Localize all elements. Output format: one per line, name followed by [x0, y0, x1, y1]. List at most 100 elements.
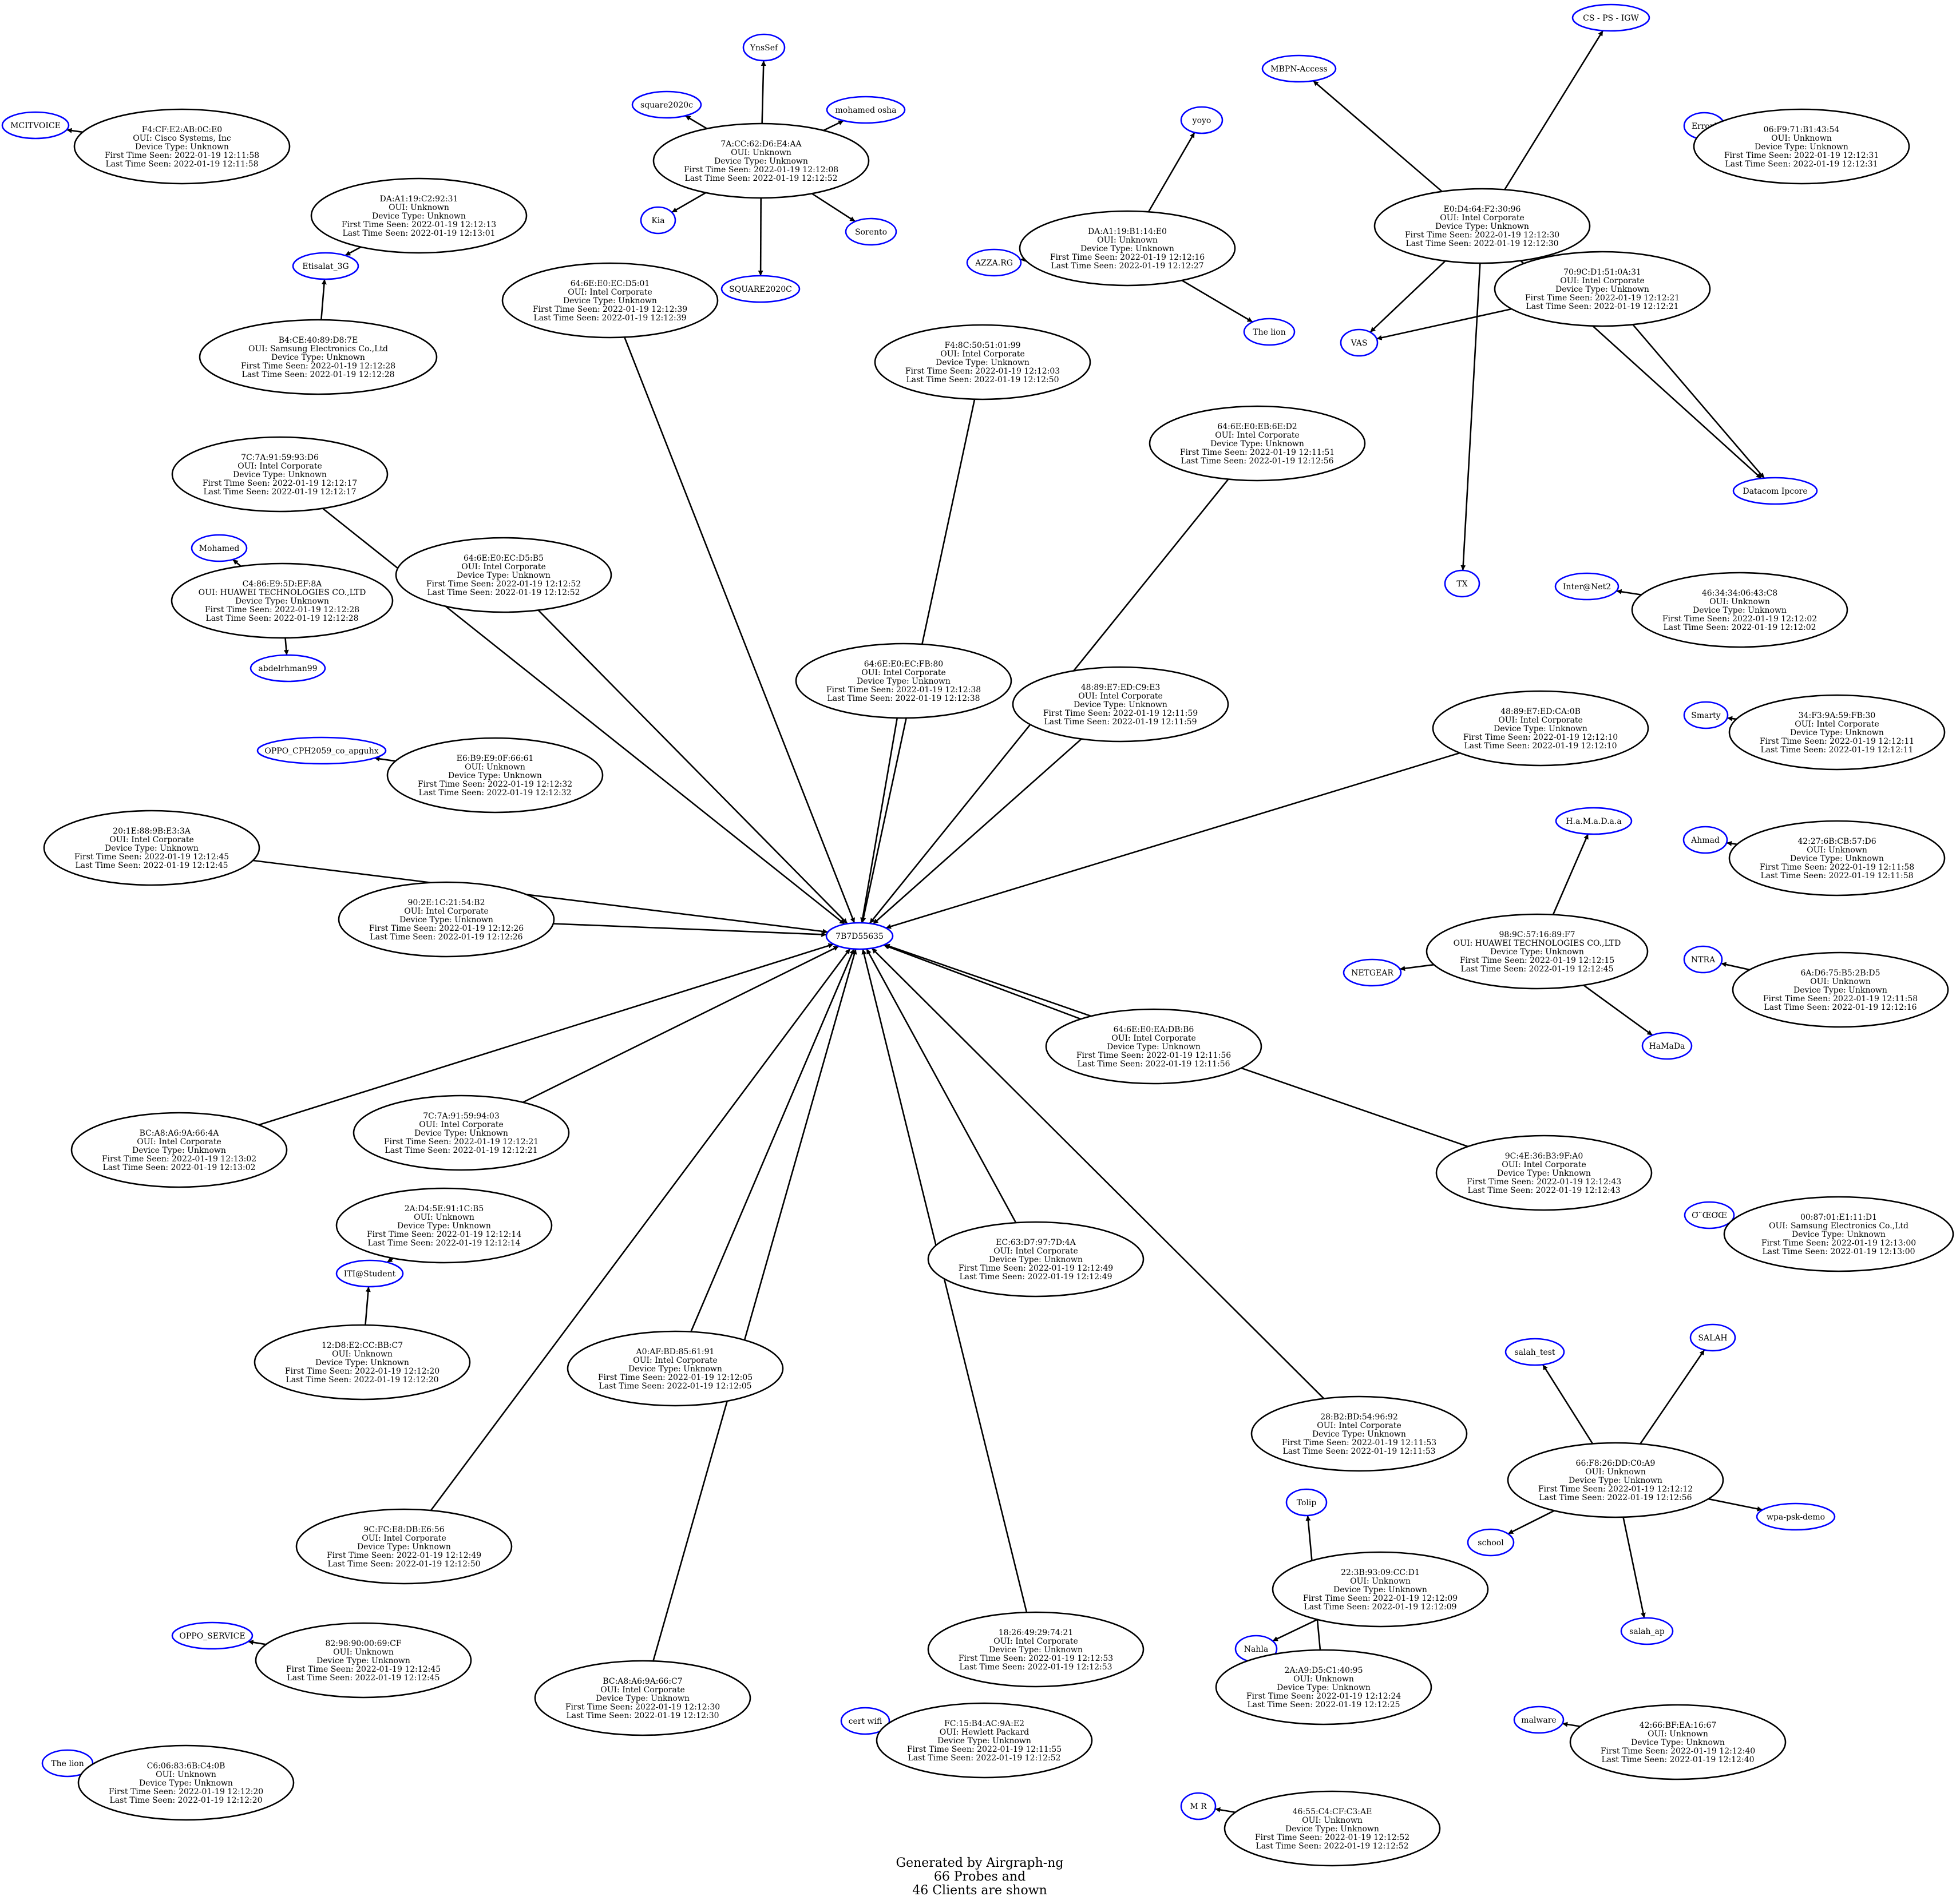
client-mac-address: 82:98:90:00:69:CF: [325, 1639, 401, 1648]
client-oui: OUI: Unknown: [731, 148, 791, 157]
client-first-seen: First Time Seen: 2022-01-19 12:13:00: [1761, 1239, 1916, 1248]
client-last-seen: Last Time Seen: 2022-01-19 12:12:40: [1601, 1755, 1754, 1764]
client-oui: OUI: Unknown: [1810, 977, 1871, 986]
probe-ellipse: [1683, 701, 1729, 729]
client-ellipse: [927, 1611, 1145, 1688]
client-last-seen: Last Time Seen: 2022-01-19 12:12:25: [1247, 1700, 1400, 1709]
client-device-type: Device Type: Unknown: [233, 470, 327, 479]
probe-label: CS - PS - IGW: [1583, 14, 1639, 23]
client-last-seen: Last Time Seen: 2022-01-19 12:12:31: [1725, 160, 1878, 169]
probe-node-cert-wifi: cert wifi: [840, 1707, 890, 1735]
client-ellipse: [1272, 1551, 1489, 1628]
probe-node-yoyo: yoyo: [1180, 106, 1223, 134]
client-device-type: Device Type: Unknown: [1569, 1476, 1662, 1485]
edge-70-9c-d1-51-0a-31-to-vas: [1376, 308, 1512, 340]
edge-e0-d4-64-f2-30-96-to-vas: [1369, 260, 1446, 333]
probe-label: Inter@Net2: [1563, 582, 1611, 592]
probe-node-kia: Kia: [640, 206, 676, 235]
probe-ellipse: [1682, 826, 1728, 854]
client-first-seen: First Time Seen: 2022-01-19 12:12:43: [1467, 1177, 1621, 1187]
probe-ellipse: [1261, 54, 1337, 83]
probe-label: M R: [1190, 1802, 1207, 1811]
client-first-seen: First Time Seen: 2022-01-19 12:11:53: [1282, 1438, 1436, 1447]
probe-label: MCITVOICE: [10, 121, 61, 130]
client-mac-address: 64:6E:E0:EA:DB:B6: [1114, 1025, 1194, 1034]
client-device-type: Device Type: Unknown: [596, 1694, 690, 1703]
nodes-layer: MCITVOICE YnsSef square2020c mohamed osha Ki…: [1, 3, 1954, 1867]
client-last-seen: Last Time Seen: 2022-01-19 12:12:30: [566, 1711, 719, 1720]
client-oui: OUI: Intel Corporate: [1111, 1034, 1196, 1043]
client-oui: OUI: Unknown: [1097, 236, 1158, 245]
client-first-seen: First Time Seen: 2022-01-19 12:12:53: [959, 1654, 1113, 1663]
client-last-seen: Last Time Seen: 2022-01-19 12:12:11: [1760, 745, 1913, 755]
client-device-type: Device Type: Unknown: [372, 212, 466, 221]
probe-ellipse: [1285, 1488, 1328, 1517]
edge-f4-cf-e2-ab-0c-e0-to-mcitvoice: [66, 128, 83, 133]
client-first-seen: First Time Seen: 2022-01-19 12:12:20: [109, 1787, 263, 1796]
edge-7a-cc-62-d6-e4-aa-to-ynssef: [761, 60, 766, 124]
client-last-seen: Last Time Seen: 2022-01-19 12:12:21: [1526, 302, 1678, 311]
client-ellipse: [1215, 1649, 1432, 1726]
client-ellipse: [171, 436, 389, 513]
edge-20-1e-88-9b-e3-3a-to-7b7d55635: [252, 859, 828, 934]
probe-node-odd: Ơ¨ŒƠŒ: [1684, 1201, 1735, 1229]
client-mac-address: 46:34:34:06:43:C8: [1702, 589, 1777, 598]
client-oui: OUI: Unknown: [333, 1648, 394, 1657]
client-ellipse: [353, 1094, 570, 1171]
probe-node-azza-rg: AZZA.RG: [966, 248, 1022, 277]
client-ellipse: [77, 1744, 295, 1821]
client-first-seen: First Time Seen: 2022-01-19 12:12:30: [565, 1703, 720, 1712]
probe-node-abdelrhman99: abdelrhman99: [250, 654, 326, 683]
client-last-seen: Last Time Seen: 2022-01-19 12:11:58: [1760, 871, 1913, 880]
client-ellipse: [652, 122, 870, 199]
client-last-seen: Last Time Seen: 2022-01-19 12:12:52: [684, 174, 837, 183]
edge-7a-cc-62-d6-e4-aa-to-kia: [671, 192, 707, 213]
probe-label: OPPO_SERVICE: [179, 1632, 245, 1641]
client-last-seen: Last Time Seen: 2022-01-19 12:13:02: [102, 1163, 255, 1172]
client-device-type: Device Type: Unknown: [1277, 1683, 1371, 1692]
client-oui: OUI: Intel Corporate: [861, 668, 946, 677]
probe-ellipse: [41, 1749, 94, 1778]
probe-label: Ahmad: [1690, 836, 1720, 845]
client-mac-address: 48:89:E7:ED:C9:E3: [1081, 683, 1161, 692]
client-first-seen: First Time Seen: 2022-01-19 12:12:45: [74, 852, 229, 862]
client-device-type: Device Type: Unknown: [1790, 854, 1884, 863]
edge-46-34-34-06-43-c8-to-inter-net2: [1616, 589, 1642, 596]
client-first-seen: First Time Seen: 2022-01-19 12:11:55: [907, 1745, 1062, 1754]
client-oui: OUI: Intel Corporate: [940, 350, 1025, 359]
client-ellipse: [1149, 405, 1366, 482]
client-mac-address: FC:15:B4:AC:9A:E2: [944, 1719, 1024, 1728]
probe-node-school: school: [1467, 1528, 1515, 1557]
client-last-seen: Last Time Seen: 2022-01-19 12:12:14: [367, 1239, 520, 1248]
probe-node-the-lion-top: The lion: [1243, 318, 1296, 346]
client-device-type: Device Type: Unknown: [1693, 606, 1787, 615]
client-mac-address: 64:6E:E0:EC:D5:B5: [464, 554, 544, 563]
client-first-seen: First Time Seen: 2022-01-19 12:11:58: [105, 151, 259, 160]
edge-82-98-90-00-69-cf-to-oppo-service: [248, 1640, 267, 1645]
edge-66-f8-26-dd-c0-a9-to-salah-ap: [1622, 1517, 1646, 1619]
client-ellipse: [874, 324, 1091, 400]
client-ellipse: [1250, 1395, 1468, 1472]
client-ellipse: [1426, 913, 1649, 990]
edge-66-f8-26-dd-c0-a9-to-wpa-psk-demo: [1708, 1498, 1763, 1512]
footer-line-client-count: 46 Clients are shown: [912, 1883, 1047, 1898]
probe-node-hamada: HaMaDa: [1641, 1032, 1693, 1060]
client-device-type: Device Type: Unknown: [357, 1542, 451, 1552]
edge-7a-cc-62-d6-e4-aa-to-mohamed-osha: [823, 120, 844, 132]
client-ellipse: [1435, 1135, 1653, 1211]
client-ellipse: [335, 1187, 553, 1264]
client-last-seen: Last Time Seen: 2022-01-19 12:12:43: [1467, 1186, 1620, 1195]
client-oui: OUI: Intel Corporate: [1440, 213, 1525, 223]
client-first-seen: First Time Seen: 2022-01-19 12:12:52: [426, 580, 581, 589]
client-oui: OUI: Samsung Electronics Co.,Ltd: [1769, 1221, 1908, 1231]
